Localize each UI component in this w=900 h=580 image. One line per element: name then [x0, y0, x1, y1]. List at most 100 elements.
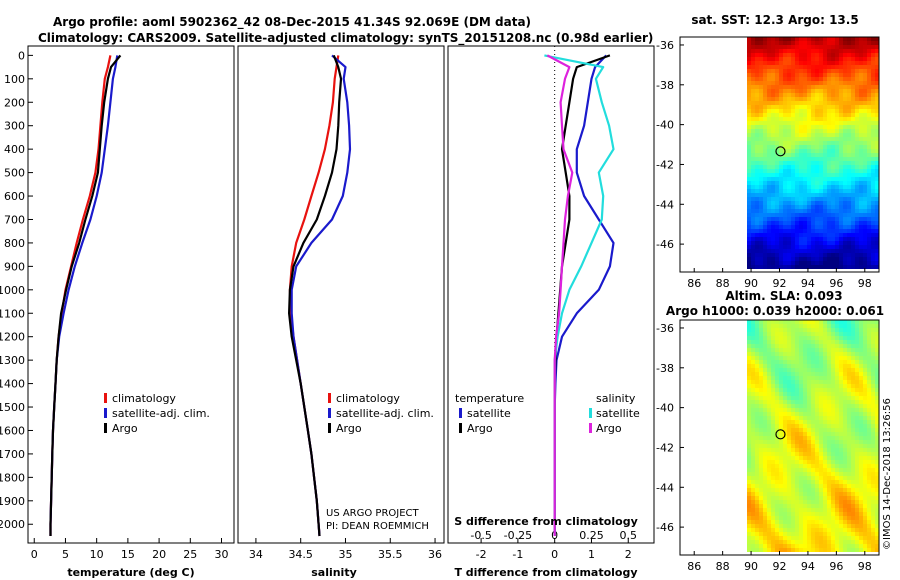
heatmap-cell	[843, 129, 847, 133]
heatmap-cell	[795, 81, 799, 85]
heatmap-cell	[763, 89, 767, 93]
heatmap-cell	[763, 412, 767, 416]
heatmap-cell	[859, 500, 863, 504]
heatmap-cell	[847, 508, 851, 512]
heatmap-cell	[823, 384, 827, 388]
heatmap-cell	[759, 524, 763, 528]
legend-swatch-s-argo	[589, 423, 592, 433]
heatmap-cell	[783, 384, 787, 388]
heatmap-cell	[871, 225, 875, 229]
heatmap-cell	[759, 145, 763, 149]
heatmap-cell	[859, 464, 863, 468]
heatmap-cell	[779, 177, 783, 181]
heatmap-cell	[771, 520, 775, 524]
heatmap-cell	[839, 233, 843, 237]
heatmap-cell	[775, 169, 779, 173]
heatmap-cell	[803, 145, 807, 149]
heatmap-cell	[867, 400, 871, 404]
heatmap-cell	[875, 157, 879, 161]
heatmap-cell	[835, 45, 839, 49]
heatmap-cell	[799, 324, 803, 328]
heatmap-cell	[847, 512, 851, 516]
heatmap-cell	[771, 153, 775, 157]
heatmap-cell	[831, 73, 835, 77]
heatmap-cell	[843, 173, 847, 177]
heatmap-cell	[747, 129, 751, 133]
heatmap-cell	[851, 105, 855, 109]
heatmap-cell	[807, 89, 811, 93]
heatmap-cell	[827, 472, 831, 476]
heatmap-cell	[827, 177, 831, 181]
heatmap-cell	[799, 121, 803, 125]
heatmap-cell	[779, 452, 783, 456]
legend-swatch-t-argo	[459, 423, 462, 433]
heatmap-cell	[815, 340, 819, 344]
heatmap-cell	[819, 177, 823, 181]
heatmap-cell	[783, 424, 787, 428]
heatmap-cell	[859, 352, 863, 356]
heatmap-cell	[851, 384, 855, 388]
heatmap-cell	[811, 400, 815, 404]
heatmap-cell	[859, 113, 863, 117]
heatmap-cell	[831, 516, 835, 520]
heatmap-cell	[783, 145, 787, 149]
heatmap-cell	[815, 249, 819, 253]
heatmap-cell	[759, 416, 763, 420]
heatmap-cell	[871, 432, 875, 436]
heatmap-cell	[835, 193, 839, 197]
heatmap-cell	[867, 213, 871, 217]
heatmap-cell	[839, 237, 843, 241]
heatmap-cell	[751, 121, 755, 125]
heatmap-cell	[807, 73, 811, 77]
heatmap-cell	[819, 169, 823, 173]
heatmap-cell	[863, 416, 867, 420]
heatmap-cell	[867, 141, 871, 145]
heatmap-cell	[867, 209, 871, 213]
heatmap-cell	[871, 424, 875, 428]
heatmap-cell	[803, 400, 807, 404]
heatmap-cell	[803, 440, 807, 444]
heatmap-cell	[867, 77, 871, 81]
heatmap-cell	[819, 121, 823, 125]
heatmap-cell	[859, 117, 863, 121]
heatmap-cell	[779, 376, 783, 380]
heatmap-cell	[779, 352, 783, 356]
heatmap-cell	[775, 404, 779, 408]
heatmap-cell	[867, 113, 871, 117]
heatmap-cell	[751, 460, 755, 464]
heatmap-cell	[759, 492, 763, 496]
heatmap-cell	[779, 245, 783, 249]
heatmap-cell	[859, 233, 863, 237]
heatmap-cell	[767, 225, 771, 229]
heatmap-cell	[755, 37, 759, 41]
heatmap-cell	[791, 444, 795, 448]
heatmap-cell	[755, 444, 759, 448]
heatmap-cell	[843, 193, 847, 197]
heatmap-cell	[871, 221, 875, 225]
heatmap-cell	[847, 440, 851, 444]
heatmap-cell	[791, 516, 795, 520]
heatmap-cell	[803, 408, 807, 412]
heatmap-cell	[855, 241, 859, 245]
heatmap-cell	[767, 344, 771, 348]
heatmap-cell	[803, 492, 807, 496]
heatmap-cell	[851, 492, 855, 496]
heatmap-cell	[871, 81, 875, 85]
heatmap-cell	[787, 245, 791, 249]
heatmap-cell	[863, 356, 867, 360]
heatmap-cell	[823, 540, 827, 544]
heatmap-cell	[779, 472, 783, 476]
heatmap-cell	[871, 189, 875, 193]
heatmap-cell	[751, 388, 755, 392]
heatmap-cell	[819, 197, 823, 201]
heatmap-cell	[803, 181, 807, 185]
heatmap-cell	[807, 225, 811, 229]
heatmap-cell	[759, 217, 763, 221]
heatmap-cell	[859, 512, 863, 516]
heatmap-cell	[751, 109, 755, 113]
heatmap-cell	[875, 221, 879, 225]
heatmap-cell	[867, 101, 871, 105]
heatmap-cell	[819, 173, 823, 177]
heatmap-cell	[767, 472, 771, 476]
heatmap-cell	[795, 177, 799, 181]
